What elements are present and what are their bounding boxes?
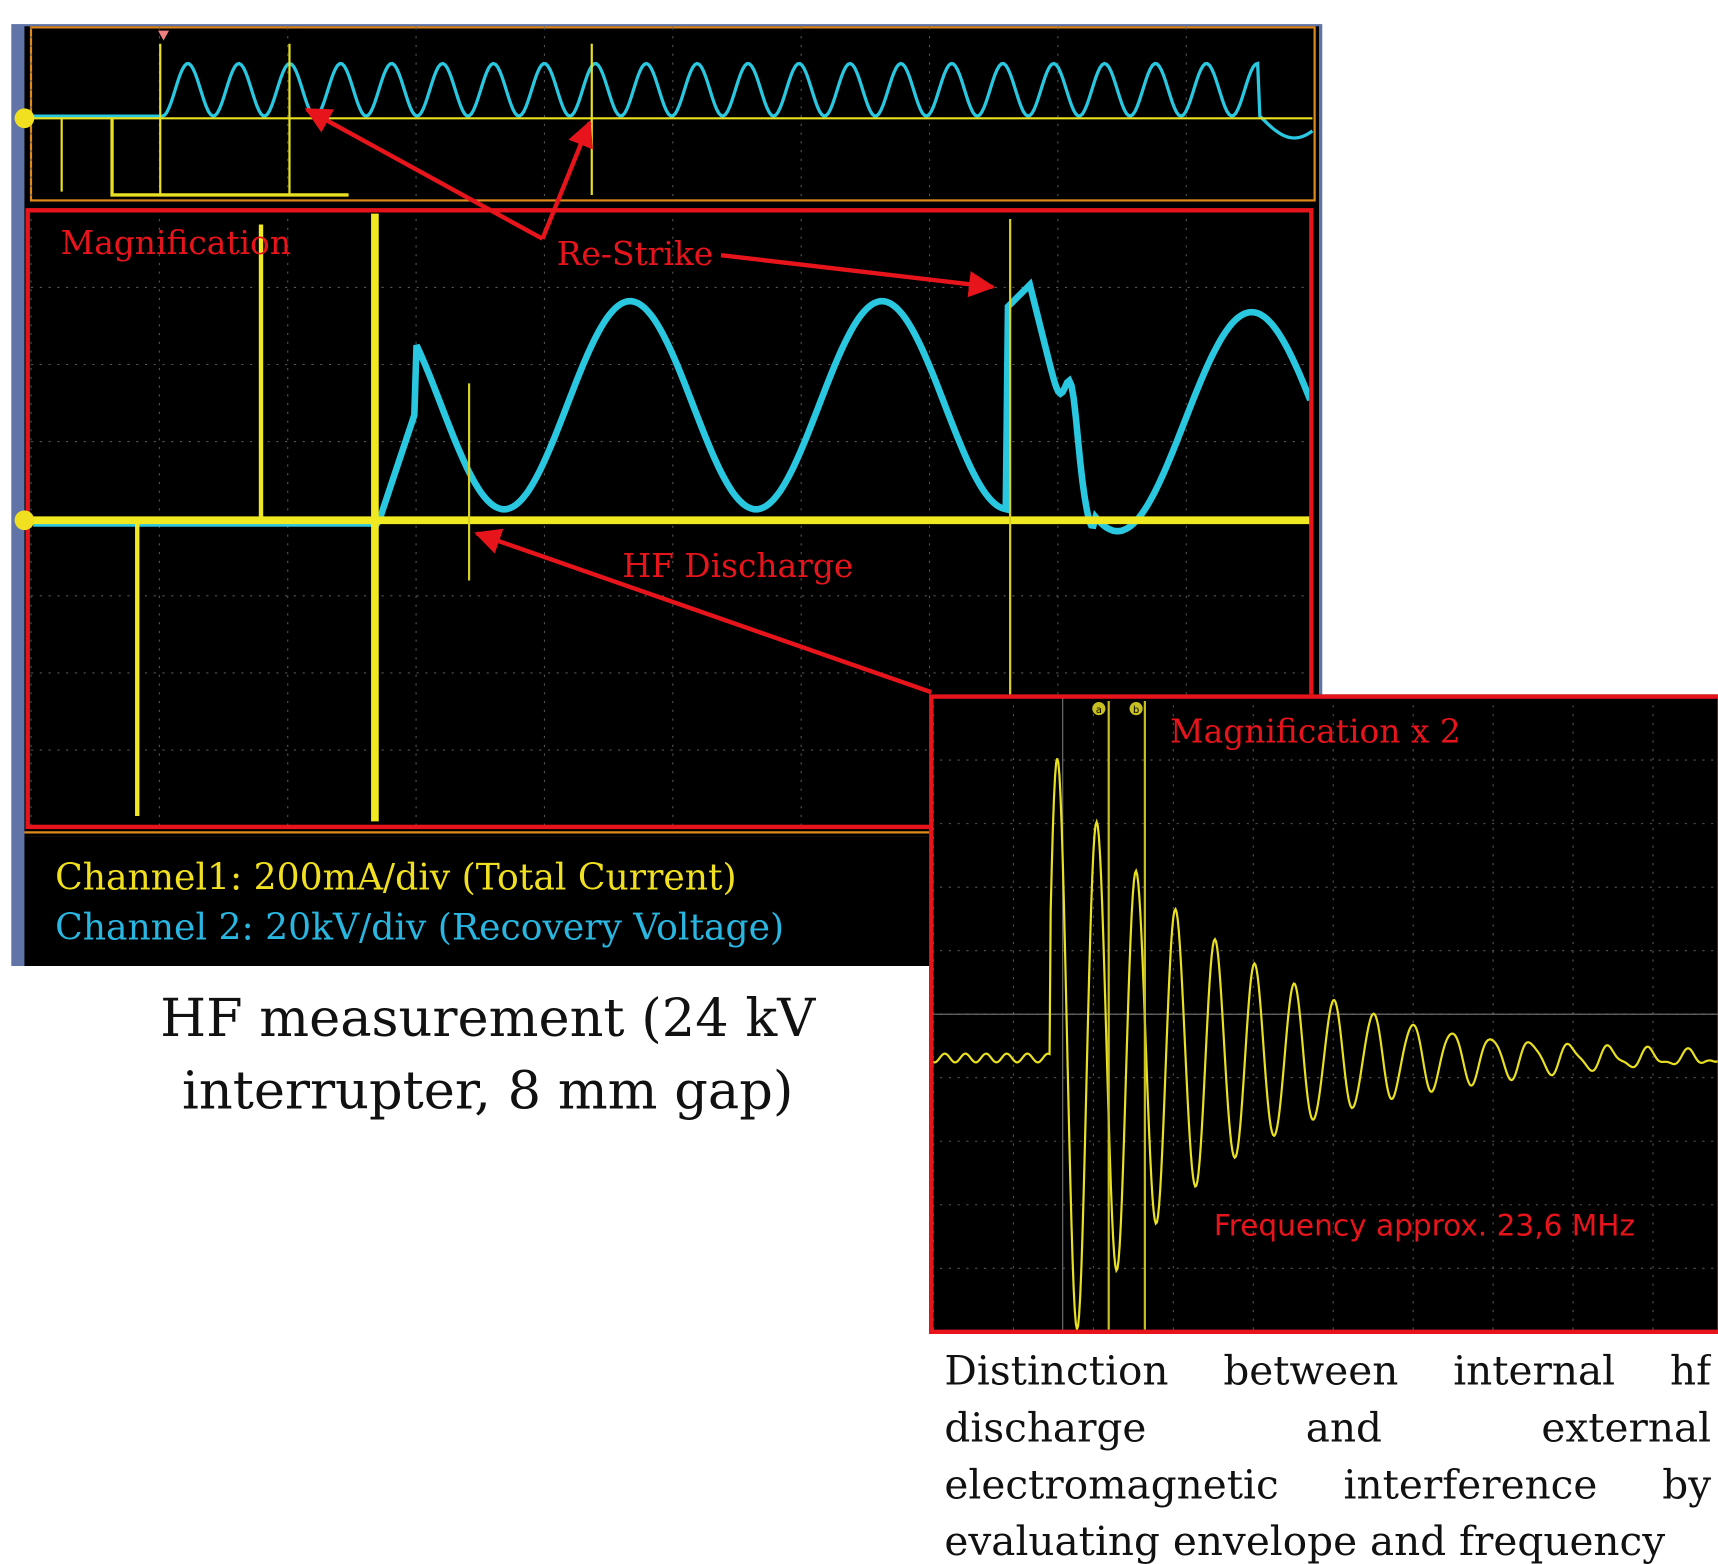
annotation: Magnification [61, 224, 291, 262]
figure: Magnification Re-Strike HF Discharge Cha… [0, 0, 1718, 1564]
cursor-label: b [1133, 705, 1139, 716]
description: Distinction between internal hf discharg… [944, 1343, 1711, 1564]
annotation: HF Discharge [622, 547, 853, 585]
zoom-title: Magnification x 2 [1170, 713, 1461, 751]
page: Magnification Re-Strike HF Discharge Cha… [0, 0, 1718, 1564]
ch1-marker [15, 108, 35, 128]
zoom-annotation: Frequency approx. 23,6 MHz [1214, 1208, 1635, 1242]
description-box: Distinction between internal hf discharg… [944, 1343, 1711, 1564]
ch1-marker [15, 510, 35, 530]
legend-entry: Channel1: 200mA/div (Total Current) [55, 855, 737, 898]
annotation: Re-Strike [557, 235, 714, 273]
caption: HF measurement (24 kV [160, 988, 816, 1049]
cursor-label: a [1096, 705, 1102, 716]
caption: interrupter, 8 mm gap) [182, 1060, 793, 1121]
legend-entry: Channel 2: 20kV/div (Recovery Voltage) [55, 906, 784, 949]
